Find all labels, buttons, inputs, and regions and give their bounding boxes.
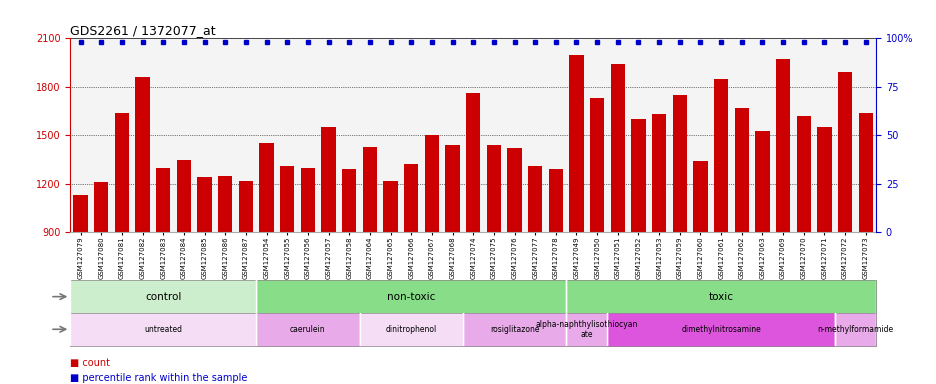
Bar — [569, 55, 583, 378]
Bar — [342, 169, 356, 378]
Bar — [300, 168, 314, 378]
Bar — [94, 182, 109, 378]
Bar — [734, 108, 748, 378]
Bar — [362, 147, 376, 378]
Bar — [383, 180, 398, 378]
Bar — [857, 113, 872, 378]
Text: alpha-naphthylisothiocyan
ate: alpha-naphthylisothiocyan ate — [535, 319, 637, 339]
Text: rosiglitazone: rosiglitazone — [490, 325, 539, 334]
Bar — [177, 160, 191, 378]
Bar — [486, 145, 501, 378]
Bar — [754, 131, 768, 378]
Bar — [775, 60, 789, 378]
Bar — [280, 166, 294, 378]
Bar — [445, 145, 460, 378]
Text: GDS2261 / 1372077_at: GDS2261 / 1372077_at — [70, 24, 215, 37]
Bar — [197, 177, 212, 378]
Bar — [527, 166, 542, 378]
Bar — [651, 114, 665, 378]
Bar — [239, 180, 253, 378]
Bar — [590, 98, 604, 378]
Bar — [321, 127, 335, 378]
Text: dinitrophenol: dinitrophenol — [385, 325, 436, 334]
Text: n-methylformamide: n-methylformamide — [816, 325, 893, 334]
Text: dimethylnitrosamine: dimethylnitrosamine — [680, 325, 760, 334]
Bar — [135, 77, 150, 378]
Bar — [424, 135, 439, 378]
Text: control: control — [145, 291, 182, 302]
Bar — [218, 176, 232, 378]
Bar — [693, 161, 707, 378]
Text: untreated: untreated — [144, 325, 183, 334]
Bar — [403, 164, 418, 378]
Bar — [631, 119, 645, 378]
Text: ■ percentile rank within the sample: ■ percentile rank within the sample — [70, 373, 247, 383]
Bar — [73, 195, 88, 378]
Bar — [156, 168, 170, 378]
Bar — [259, 144, 273, 378]
Bar — [465, 93, 480, 378]
Bar — [837, 72, 852, 378]
Bar — [713, 79, 727, 378]
Bar — [816, 127, 831, 378]
Text: caerulein: caerulein — [290, 325, 326, 334]
Bar — [796, 116, 811, 378]
Bar — [610, 64, 624, 378]
Text: toxic: toxic — [708, 291, 733, 302]
Bar — [506, 148, 521, 378]
Bar — [548, 169, 563, 378]
Text: non-toxic: non-toxic — [387, 291, 435, 302]
Bar — [672, 95, 686, 378]
Text: ■ count: ■ count — [70, 358, 110, 368]
Bar — [114, 113, 129, 378]
